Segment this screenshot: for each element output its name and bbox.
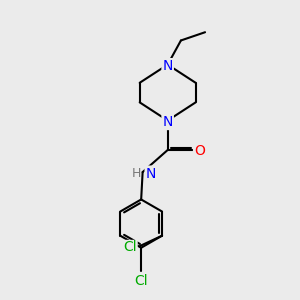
Text: N: N xyxy=(163,115,173,129)
Text: Cl: Cl xyxy=(134,274,148,288)
Text: O: O xyxy=(194,145,205,158)
Text: H: H xyxy=(132,167,141,180)
Text: Cl: Cl xyxy=(123,241,137,254)
Text: N: N xyxy=(163,59,173,73)
Text: N: N xyxy=(146,167,156,181)
